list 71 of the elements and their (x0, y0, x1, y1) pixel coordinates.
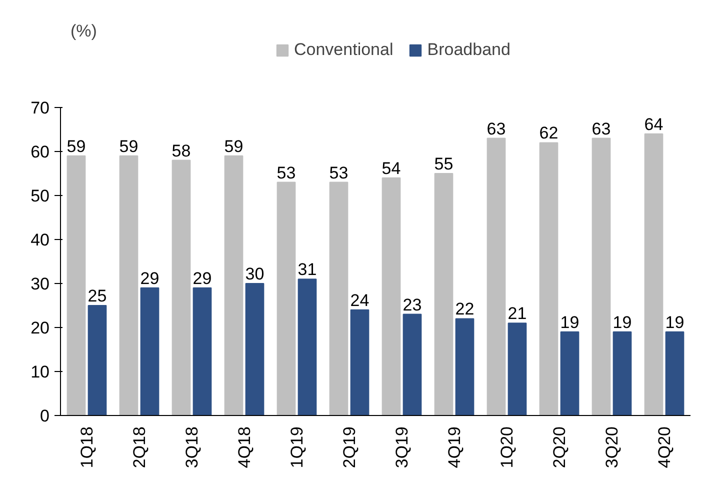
data-label: 21 (508, 304, 527, 324)
x-tick-label: 4Q19 (444, 426, 464, 468)
data-label: 54 (382, 158, 401, 178)
x-tick-label: 3Q18 (182, 426, 202, 468)
bar (329, 182, 348, 416)
bar (298, 278, 317, 416)
data-label: 53 (276, 163, 296, 182)
data-label: 22 (455, 300, 474, 319)
data-label: 31 (298, 260, 317, 280)
data-label: 23 (402, 295, 422, 314)
data-label: 62 (539, 124, 558, 143)
data-label: 25 (88, 286, 107, 306)
y-tick-label: 40 (30, 230, 50, 250)
y-axis-title: (%) (70, 22, 97, 40)
y-tick-label: 0 (40, 406, 50, 426)
data-label: 19 (665, 312, 684, 332)
data-label: 19 (560, 312, 580, 332)
data-label: 30 (245, 264, 264, 284)
bar (88, 305, 107, 416)
legend-label: Broadband (427, 40, 510, 60)
data-label: 59 (119, 136, 138, 156)
x-tick-label: 1Q19 (287, 426, 306, 468)
bar (382, 177, 401, 416)
bar (592, 138, 611, 416)
data-label: 29 (140, 268, 160, 288)
y-tick-label: 60 (30, 142, 50, 162)
x-tick-label: 2Q18 (130, 426, 149, 468)
bar (350, 309, 370, 416)
bar (66, 155, 86, 416)
data-label: 55 (434, 154, 454, 174)
data-label: 53 (329, 163, 348, 182)
x-tick-label: 1Q18 (77, 426, 96, 468)
data-label: 63 (592, 119, 611, 138)
bar (192, 287, 212, 416)
x-tick-label: 4Q18 (234, 426, 254, 468)
bar (560, 331, 580, 416)
x-tick-label: 3Q20 (602, 426, 622, 468)
y-tick-label: 10 (30, 362, 50, 382)
x-tick-label: 4Q20 (654, 426, 674, 468)
x-tick-label: 2Q19 (340, 426, 359, 468)
bar (665, 331, 684, 416)
bar (612, 331, 632, 416)
bar (455, 318, 474, 416)
bar (508, 322, 527, 416)
legend-label: Conventional (294, 40, 394, 60)
bar (486, 138, 506, 416)
bar (434, 173, 454, 416)
data-label: 64 (644, 114, 664, 134)
data-label: 58 (172, 141, 191, 160)
bar (245, 283, 264, 416)
data-label: 63 (486, 119, 506, 138)
bar (224, 155, 244, 416)
data-label: 29 (192, 268, 212, 288)
y-tick-label: 50 (30, 186, 50, 206)
x-tick-label: 3Q19 (392, 426, 412, 468)
y-tick-label: 70 (30, 98, 50, 118)
y-tick-label: 20 (30, 318, 50, 338)
bar (402, 314, 422, 416)
y-tick-label: 30 (30, 274, 50, 294)
bar (539, 142, 558, 416)
bar (119, 155, 138, 416)
bar (140, 287, 160, 416)
bar (276, 182, 296, 416)
data-label: 19 (612, 312, 632, 332)
data-label: 59 (66, 136, 86, 156)
x-tick-label: 1Q20 (497, 426, 516, 468)
data-label: 59 (224, 136, 244, 156)
data-label: 24 (350, 290, 370, 310)
bar (172, 160, 191, 416)
bar (644, 133, 664, 416)
x-tick-label: 2Q20 (550, 426, 569, 468)
